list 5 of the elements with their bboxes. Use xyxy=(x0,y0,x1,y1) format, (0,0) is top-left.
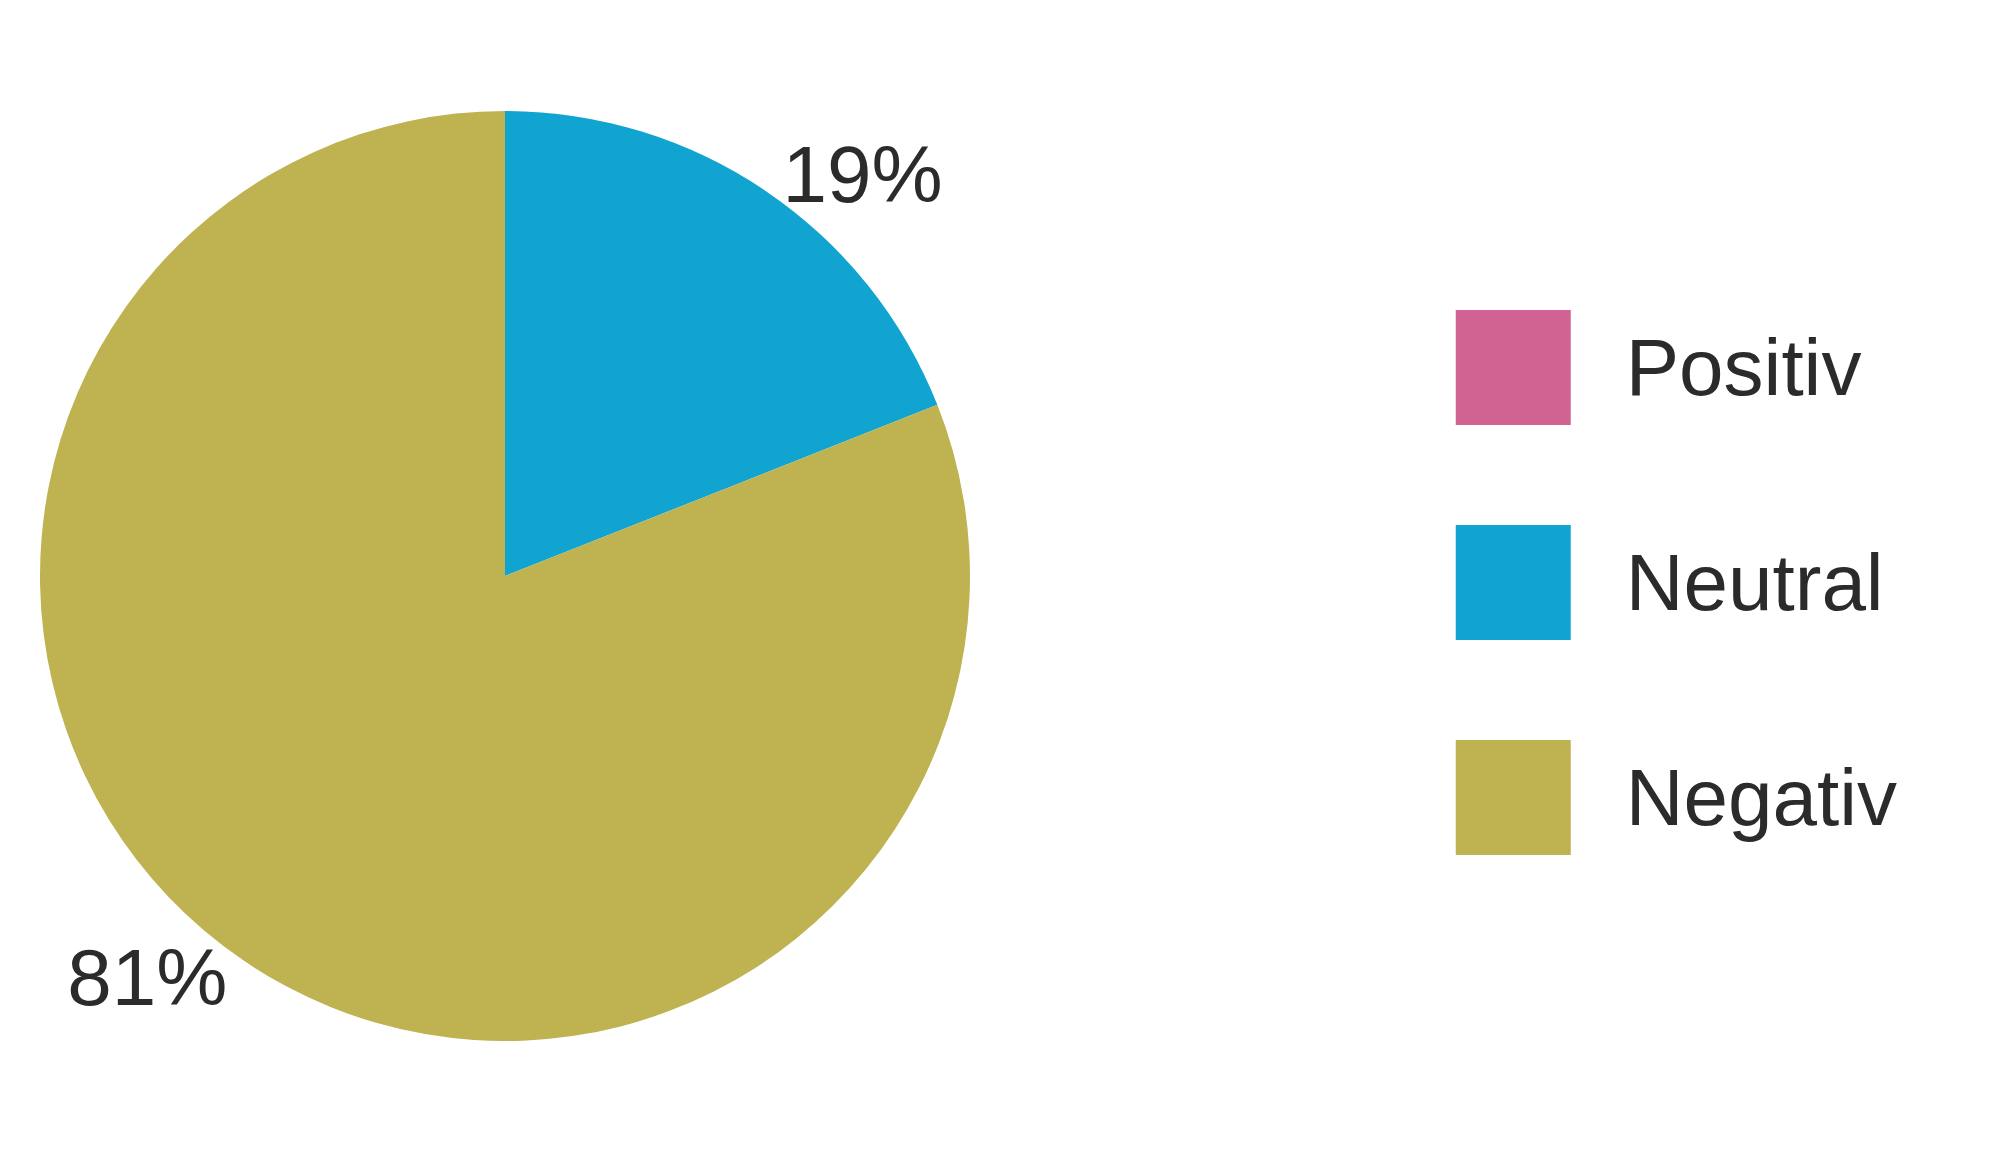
data-label: 81% xyxy=(67,932,228,1022)
legend-label: Negativ xyxy=(1625,753,1897,842)
legend-label: Neutral xyxy=(1625,538,1884,627)
legend-label: Positiv xyxy=(1625,323,1862,412)
data-label: 19% xyxy=(782,130,943,220)
